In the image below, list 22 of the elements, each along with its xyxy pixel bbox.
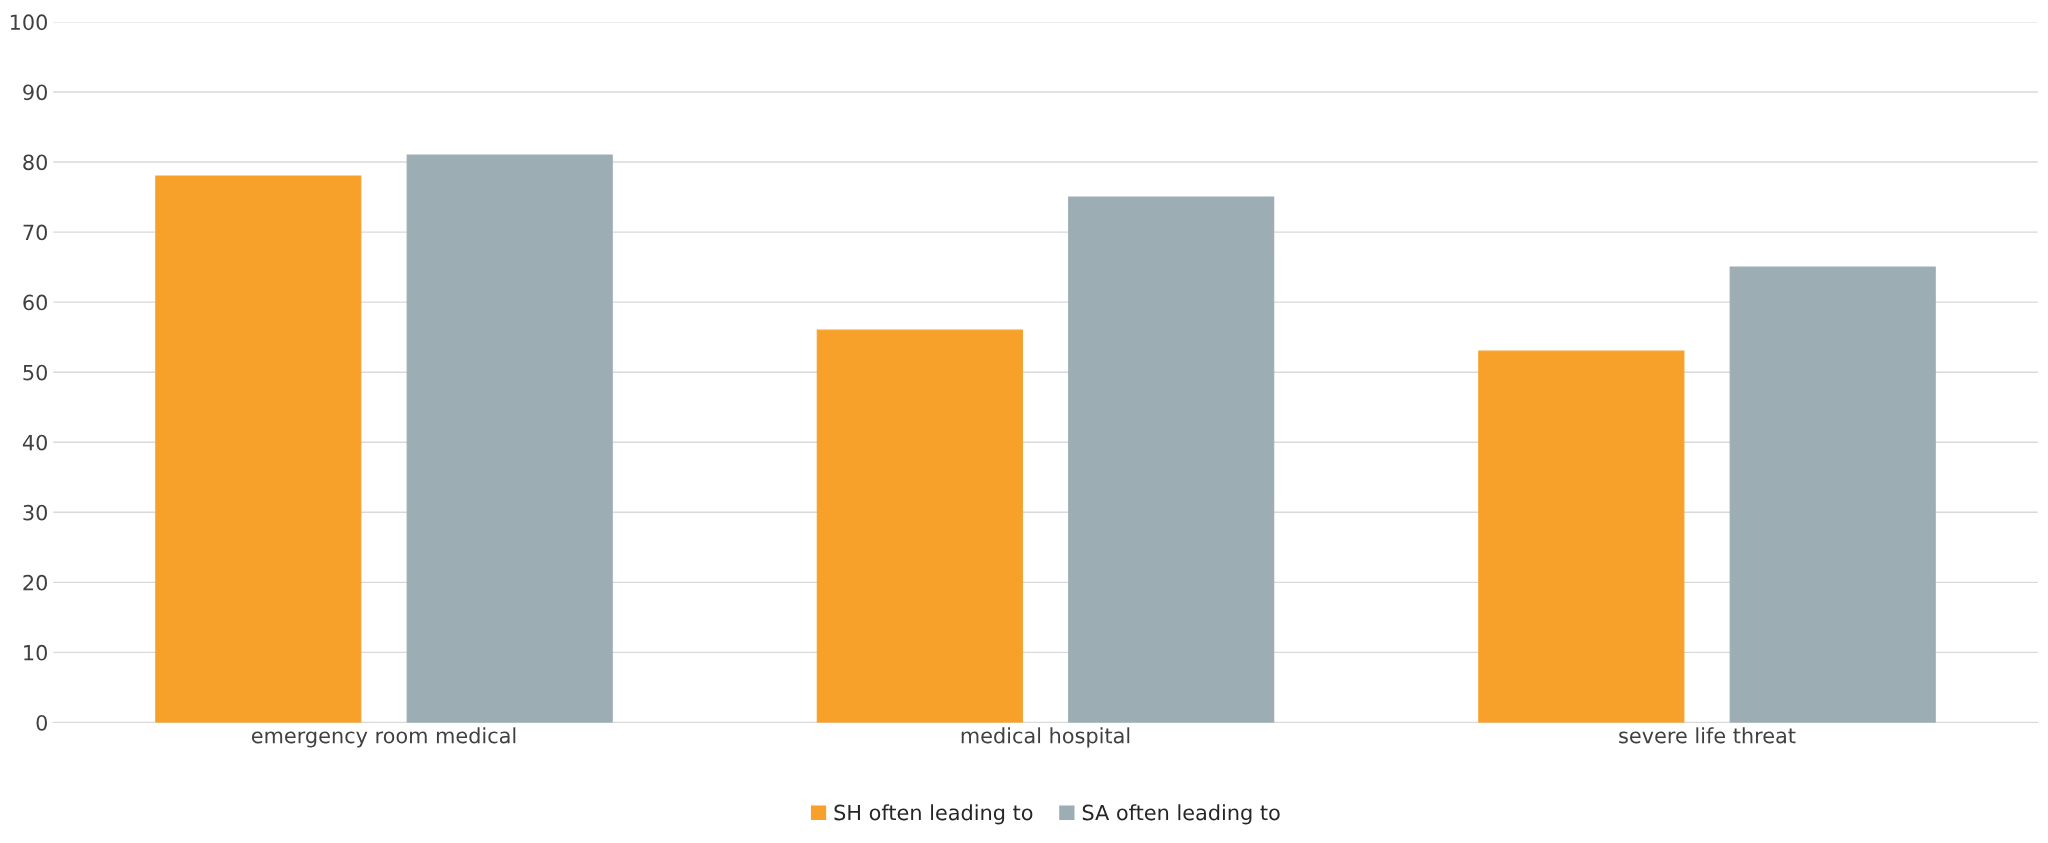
x-tick-label: severe life threat [1619, 727, 1796, 744]
y-tick-label: 30 [23, 504, 47, 521]
bar [406, 154, 613, 723]
bar [155, 175, 362, 723]
bar [816, 329, 1023, 723]
y-tick-label: 10 [24, 644, 47, 661]
y-tick-label: 0 [36, 714, 47, 731]
y-tick-label: 20 [23, 574, 47, 591]
y-tick-label: 80 [23, 154, 47, 171]
y-tick-label: 60 [23, 294, 47, 311]
bar [1729, 266, 1936, 723]
y-tick-label: 70 [23, 224, 47, 241]
legend-label: SH often leading to [834, 804, 1033, 825]
bar [1068, 196, 1275, 723]
legend-label: SA often leading to [1082, 804, 1280, 825]
y-tick-label: 90 [23, 84, 47, 101]
y-tick-label: 100 [10, 14, 47, 31]
x-tick-label: medical hospital [961, 727, 1130, 748]
y-tick-label: 40 [22, 434, 47, 451]
y-tick-label: 50 [23, 364, 47, 381]
bar [1478, 350, 1685, 723]
x-tick-label: emergency room medical [251, 727, 516, 748]
